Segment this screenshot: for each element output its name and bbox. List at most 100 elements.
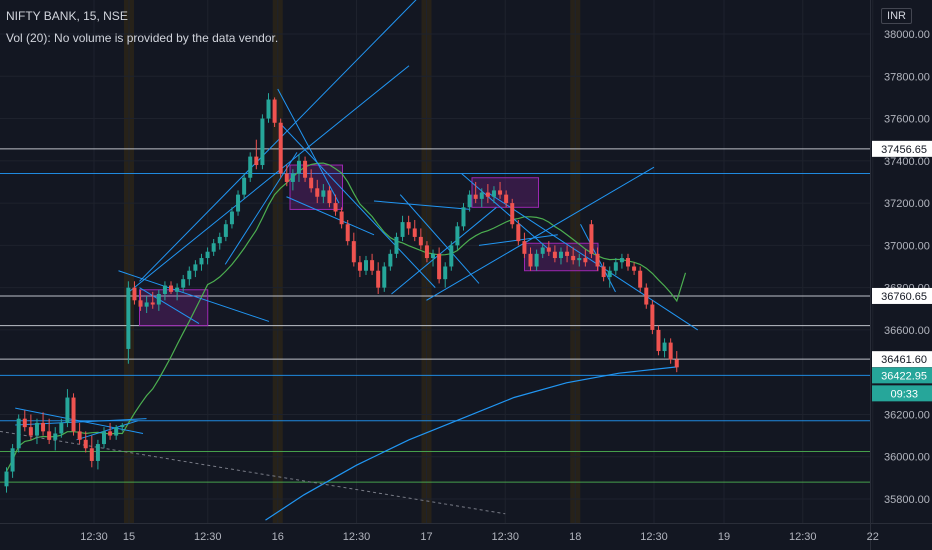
price-tag-text: 36422.95 (881, 370, 927, 382)
candle-body (266, 99, 271, 119)
time-tick-label: 12:30 (343, 531, 371, 543)
price-tags: 37456.65 36760.65 36461.60 36422.95 09:33 (872, 140, 932, 402)
candle-body (650, 304, 655, 330)
candle-body (242, 177, 247, 195)
candles (4, 93, 679, 493)
candle-body (95, 444, 100, 461)
candle-body (321, 190, 326, 197)
candle-body (626, 258, 631, 267)
candle-body (552, 251, 557, 259)
candle-body (89, 448, 94, 461)
candle-body (138, 300, 143, 307)
volume-note: Vol (20): No volume is provided by the d… (6, 31, 279, 45)
candle-body (644, 287, 649, 305)
candle-body (382, 266, 387, 288)
price-tag: 36422.95 (872, 367, 932, 384)
price-tick-label: 37000.00 (884, 240, 930, 252)
candle-body (424, 245, 429, 259)
time-tick-label: 19 (718, 531, 730, 543)
horizontal-levels (0, 148, 870, 483)
candle-body (229, 211, 234, 225)
candle-body (272, 99, 277, 123)
candle-body (668, 342, 673, 360)
candle-body (504, 194, 509, 204)
price-tick-label: 36000.00 (884, 452, 930, 464)
price-tick-label: 38000.00 (884, 29, 930, 41)
candle-body (583, 258, 588, 263)
candle-body (47, 431, 52, 440)
candle-body (485, 192, 490, 197)
candle-body (558, 251, 563, 259)
trendline (279, 122, 436, 288)
time-tick-label: 18 (569, 531, 581, 543)
candle-body (388, 253, 393, 267)
candle-body (162, 285, 167, 294)
candle-body (144, 302, 149, 307)
trendline (487, 192, 699, 331)
time-tick-label: 12:30 (640, 531, 668, 543)
candle-body (248, 156, 253, 178)
candle-body (571, 255, 576, 261)
candle-body (187, 270, 192, 280)
candle-body (284, 173, 289, 182)
candle-body (357, 262, 362, 271)
trendline (118, 270, 270, 322)
trendline (139, 287, 200, 324)
price-tag: 36760.65 (872, 287, 932, 304)
candle-body (479, 192, 484, 199)
candle-body (607, 270, 612, 278)
trendline (426, 166, 655, 301)
candle-body (339, 211, 344, 225)
candle-body (34, 422, 39, 436)
trendline (76, 420, 138, 441)
candle-body (223, 224, 228, 237)
time-tick-label: 12:30 (80, 531, 108, 543)
ma-blue-line (265, 366, 677, 521)
candle-body (418, 236, 423, 246)
currency-button[interactable]: INR (881, 8, 912, 24)
candle-body (236, 194, 241, 212)
trendline (391, 206, 497, 295)
candle-body (431, 253, 436, 259)
candle-body (175, 287, 180, 292)
grid-lines (0, 0, 874, 523)
candle-body (467, 194, 472, 208)
candle-body (577, 258, 582, 261)
candle-body (193, 264, 198, 271)
candle-body (510, 203, 515, 225)
candle-body (315, 188, 320, 197)
price-tick-label: 37600.00 (884, 114, 930, 126)
candle-body (498, 190, 503, 195)
candle-body (473, 194, 478, 199)
trendline (139, 0, 417, 282)
trendline (224, 152, 298, 265)
candle-body (150, 302, 155, 305)
candle-body (528, 253, 533, 267)
candle-body (613, 262, 618, 271)
price-tag-text: 37456.65 (881, 144, 927, 156)
candle-body (53, 433, 58, 440)
candle-body (376, 270, 381, 288)
candle-body (522, 241, 527, 254)
candle-body (28, 427, 33, 436)
candle-body (443, 266, 448, 280)
candle-body (10, 448, 15, 472)
price-tick-label: 37200.00 (884, 198, 930, 210)
time-tick-label: 17 (420, 531, 432, 543)
candle-body (412, 228, 417, 237)
moving-averages (5, 162, 687, 521)
candle-body (303, 160, 308, 178)
price-tag-text: 09:33 (890, 388, 918, 400)
symbol-title: NIFTY BANK, 15, NSE (6, 9, 128, 23)
candle-body (199, 258, 204, 265)
candle-body (370, 260, 375, 271)
candle-body (296, 160, 301, 174)
candle-body (619, 258, 624, 263)
price-tag-bg (872, 367, 932, 384)
time-tick-label: 22 (867, 531, 879, 543)
candle-body (205, 251, 210, 259)
candle-body (59, 422, 64, 434)
price-tag-text: 36760.65 (881, 291, 927, 303)
time-axis: 12:30 15 12:30 16 12:30 17 12:30 18 12:30 19 12:30… (0, 523, 932, 543)
